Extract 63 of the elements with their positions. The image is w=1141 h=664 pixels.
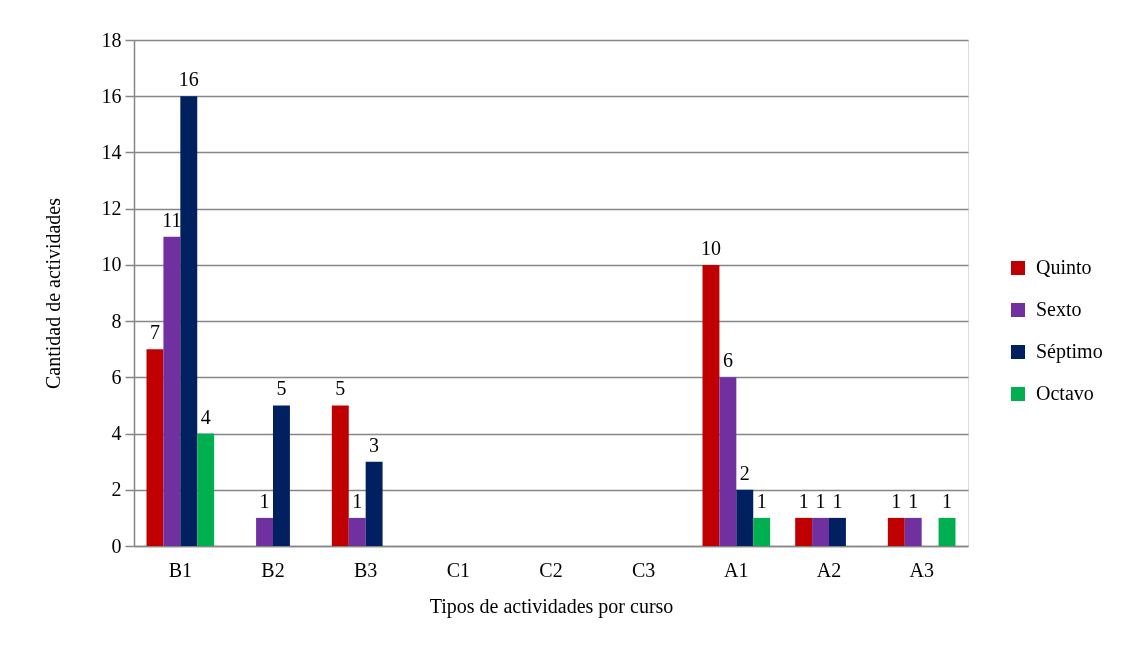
data-label: 1 <box>815 489 826 512</box>
data-label: 7 <box>149 321 160 344</box>
bar <box>348 517 366 546</box>
data-label: 1 <box>832 489 843 512</box>
data-label: 1 <box>891 489 902 512</box>
bar <box>753 517 771 546</box>
data-label: 1 <box>352 489 363 512</box>
bar <box>331 405 349 546</box>
y-tick-label: 2 <box>111 478 122 501</box>
data-label: 6 <box>722 349 733 372</box>
x-tick-label: C2 <box>539 558 563 581</box>
bar <box>180 96 198 546</box>
data-label: 1 <box>798 489 809 512</box>
data-label: 5 <box>276 377 287 400</box>
x-axis-title: Tipos de actividades por curso <box>429 594 674 618</box>
x-tick-label: B2 <box>261 558 285 581</box>
data-label: 3 <box>369 433 380 456</box>
legend-label: Sexto <box>1036 298 1082 320</box>
y-tick-label: 14 <box>101 140 122 163</box>
bar <box>887 517 905 546</box>
legend-label: Quinto <box>1036 256 1092 278</box>
data-label: 11 <box>162 208 182 231</box>
data-label: 1 <box>908 489 919 512</box>
bar <box>938 517 956 546</box>
data-label: 4 <box>200 405 211 428</box>
y-tick-label: 6 <box>111 365 122 388</box>
x-tick-label: A1 <box>724 558 749 581</box>
bar <box>812 517 829 546</box>
bar <box>197 433 215 546</box>
y-tick-label: 18 <box>101 28 122 51</box>
y-tick-label: 12 <box>101 197 122 220</box>
bar <box>719 377 737 546</box>
bar <box>365 461 383 546</box>
legend-label: Séptimo <box>1036 340 1103 363</box>
bar <box>146 349 164 546</box>
data-label: 10 <box>700 236 721 259</box>
data-label: 16 <box>178 68 199 91</box>
bar <box>256 517 273 546</box>
x-tick-label: B1 <box>168 558 193 581</box>
data-label: 1 <box>756 489 767 512</box>
bar <box>829 517 846 546</box>
x-tick-label: C3 <box>631 558 656 581</box>
y-tick-label: 8 <box>111 309 122 332</box>
data-label: 1 <box>259 489 270 512</box>
data-label: 5 <box>335 377 346 400</box>
y-axis-title: Cantidad de actividades <box>41 197 64 390</box>
data-label: 2 <box>739 461 750 484</box>
y-tick-label: 10 <box>101 253 122 276</box>
y-tick-label: 4 <box>111 422 122 445</box>
bar <box>736 489 754 546</box>
x-tick-label: A2 <box>816 558 842 581</box>
legend-label: Octavo <box>1036 382 1094 404</box>
bar <box>163 236 181 546</box>
x-tick-label: C1 <box>446 558 471 581</box>
bar <box>795 517 813 546</box>
bar <box>904 517 922 546</box>
y-tick-label: 16 <box>101 84 122 107</box>
y-tick-label: 0 <box>111 534 122 557</box>
bar <box>702 264 720 546</box>
x-tick-label: A3 <box>909 558 934 581</box>
x-tick-label: B3 <box>353 558 378 581</box>
data-label: 1 <box>942 489 953 512</box>
bar <box>273 405 290 546</box>
